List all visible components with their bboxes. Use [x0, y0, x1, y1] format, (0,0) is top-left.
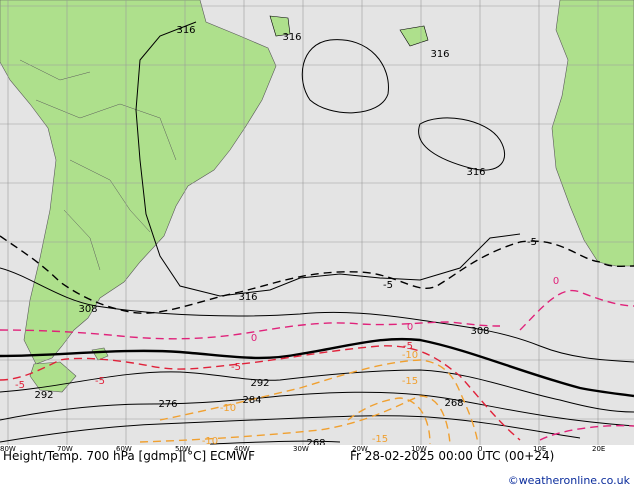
height-label: 316	[430, 49, 449, 60]
height-label: 268	[306, 438, 325, 449]
height-label: 316	[176, 25, 195, 36]
temperature-contours	[0, 235, 634, 445]
height-contours	[0, 21, 634, 445]
temp-label: -15	[372, 434, 388, 445]
temp-label: -10	[202, 436, 218, 447]
height-label: 284	[242, 395, 261, 406]
africa-landmass	[551, 0, 634, 267]
height-label: 292	[250, 378, 269, 389]
temp-label: -10	[220, 403, 236, 414]
temp-label: -5	[403, 341, 413, 352]
lon-label-10e: 10E	[533, 445, 547, 453]
temp-label-group: -5 -5 0 0 0 -5 -5 -5 -10 -10 -10 -15 -15…	[15, 237, 559, 447]
island-a	[269, 15, 291, 37]
height-label-group: 316 316 316 316 316 308 308 292 292 284 …	[34, 25, 489, 449]
valid-time: Fr 28-02-2025 00:00 UTC (00+24)	[350, 449, 555, 463]
temp-label: 0	[407, 322, 413, 333]
height-label: 292	[34, 390, 53, 401]
lon-label-70w: 70W	[57, 445, 73, 453]
height-label: 316	[466, 167, 485, 178]
lon-label-10w: 10W	[411, 445, 427, 453]
lon-label-40w: 40W	[234, 445, 250, 453]
height-label: 308	[78, 304, 97, 315]
height-label: 276	[158, 399, 177, 410]
thick-contour	[0, 337, 634, 398]
lon-label-60w: 60W	[116, 445, 132, 453]
temp-label: -5	[95, 376, 105, 387]
height-label: 316	[282, 32, 301, 43]
lon-label-30w: 30W	[293, 445, 309, 453]
lon-label-20e: 20E	[592, 445, 606, 453]
height-label: 316	[238, 292, 257, 303]
lat-lon-grid	[0, 0, 634, 445]
temp-label: 0	[251, 333, 257, 344]
lon-label-50w: 50W	[175, 445, 191, 453]
country-borders	[19, 59, 177, 271]
temp-label: -15	[402, 376, 418, 387]
lon-label-80w: 80W	[0, 445, 16, 453]
footer-band	[0, 445, 634, 490]
height-label: 308	[470, 326, 489, 337]
temp-label: -10	[402, 350, 418, 361]
temp-label: -5	[231, 362, 241, 373]
lon-label-20w: 20W	[352, 445, 368, 453]
temp-label: -5	[15, 380, 25, 391]
south-america-landmass	[0, 0, 277, 365]
site-credit[interactable]: ©weatheronline.co.uk	[507, 474, 630, 487]
height-label: 268	[444, 398, 463, 409]
temp-label: 0	[553, 276, 559, 287]
map-caption: Height/Temp. 700 hPa [gdmp][°C] ECMWF	[3, 449, 256, 463]
temp-label: -5	[383, 280, 393, 291]
lon-label-0: 0	[478, 445, 483, 453]
temp-label: -5	[527, 237, 537, 248]
